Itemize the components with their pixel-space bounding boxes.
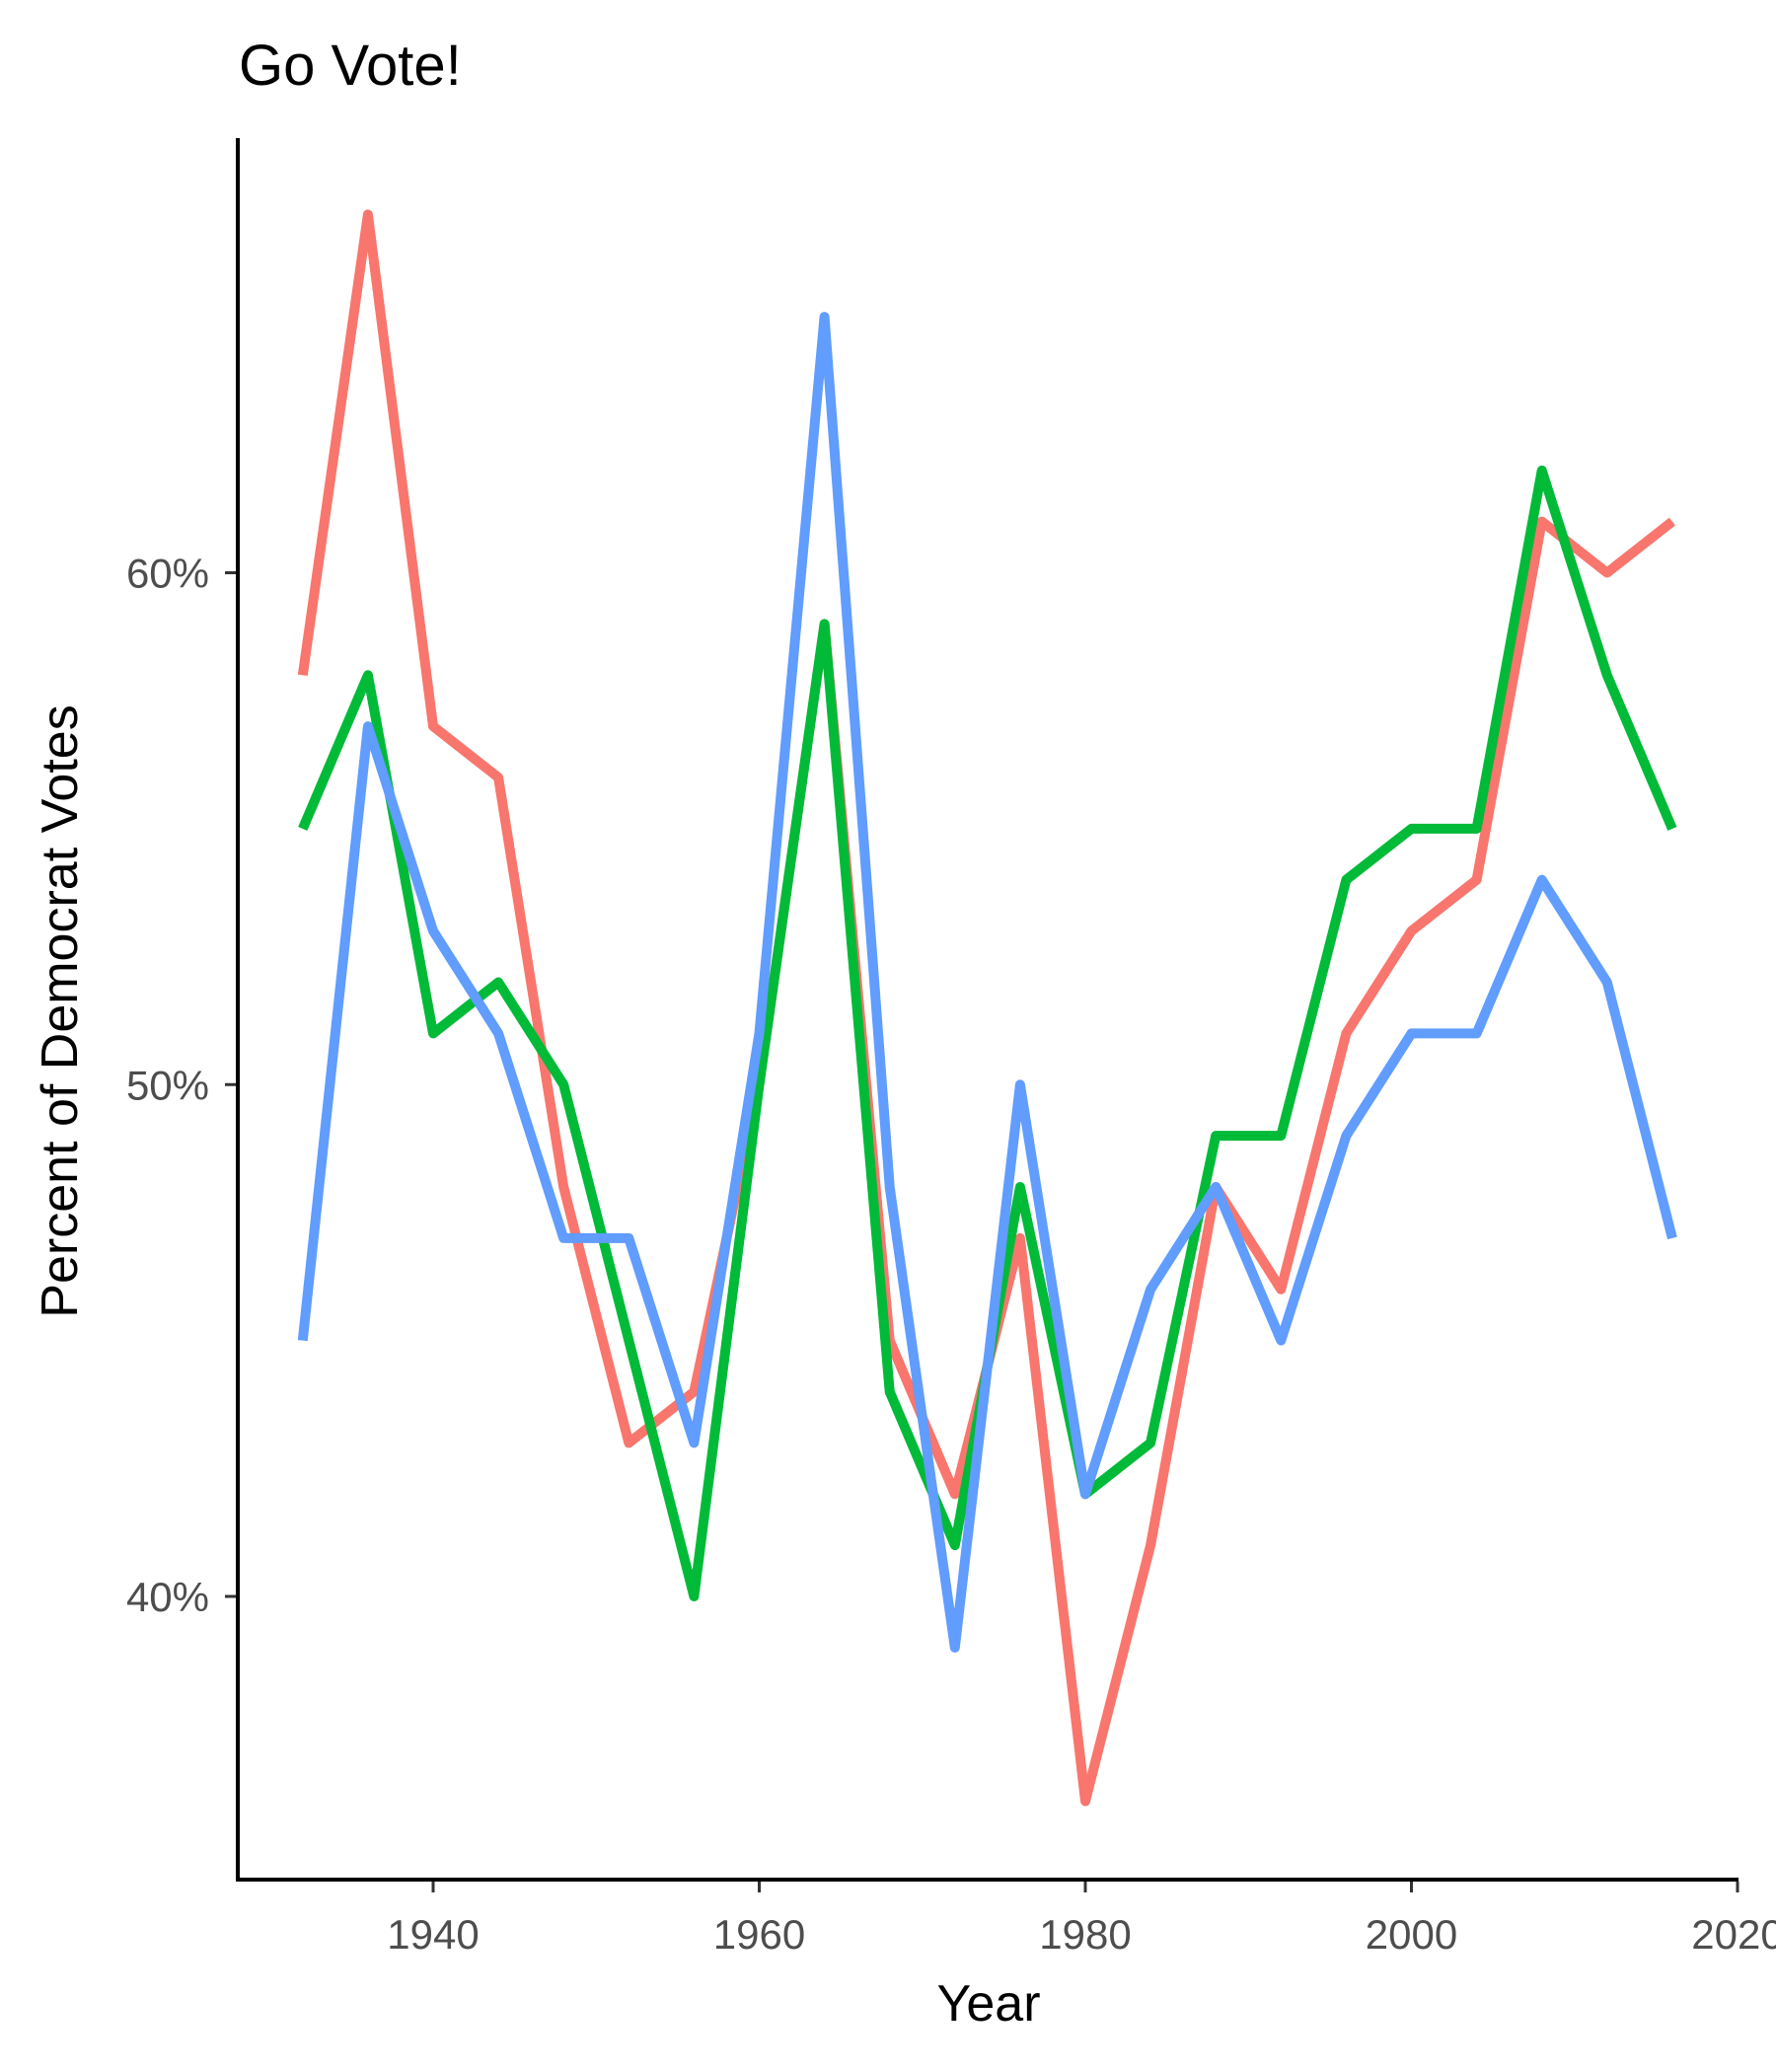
y-axis-title: Percent of Democrat Votes xyxy=(32,704,89,1317)
x-tick-label: 2000 xyxy=(1366,1911,1457,1958)
x-axis-ticks: 1940 1960 1980 2000 2020 xyxy=(387,1882,1776,1958)
y-tick-label: 40% xyxy=(126,1574,209,1620)
y-axis-ticks: 40% 50% 60% xyxy=(126,551,236,1620)
y-tick-label: 60% xyxy=(126,551,209,597)
series-layer xyxy=(297,209,1677,1807)
x-tick-label: 2020 xyxy=(1691,1911,1776,1958)
x-tick-label: 1980 xyxy=(1039,1911,1131,1958)
y-tick-label: 50% xyxy=(126,1062,209,1108)
chart-title: Go Vote! xyxy=(239,34,462,98)
x-axis-title: Year xyxy=(936,1975,1040,2033)
series-line-3 xyxy=(297,312,1677,1653)
x-tick-label: 1940 xyxy=(387,1911,479,1958)
x-tick-label: 1960 xyxy=(713,1911,805,1958)
series-line-1 xyxy=(297,209,1675,1807)
